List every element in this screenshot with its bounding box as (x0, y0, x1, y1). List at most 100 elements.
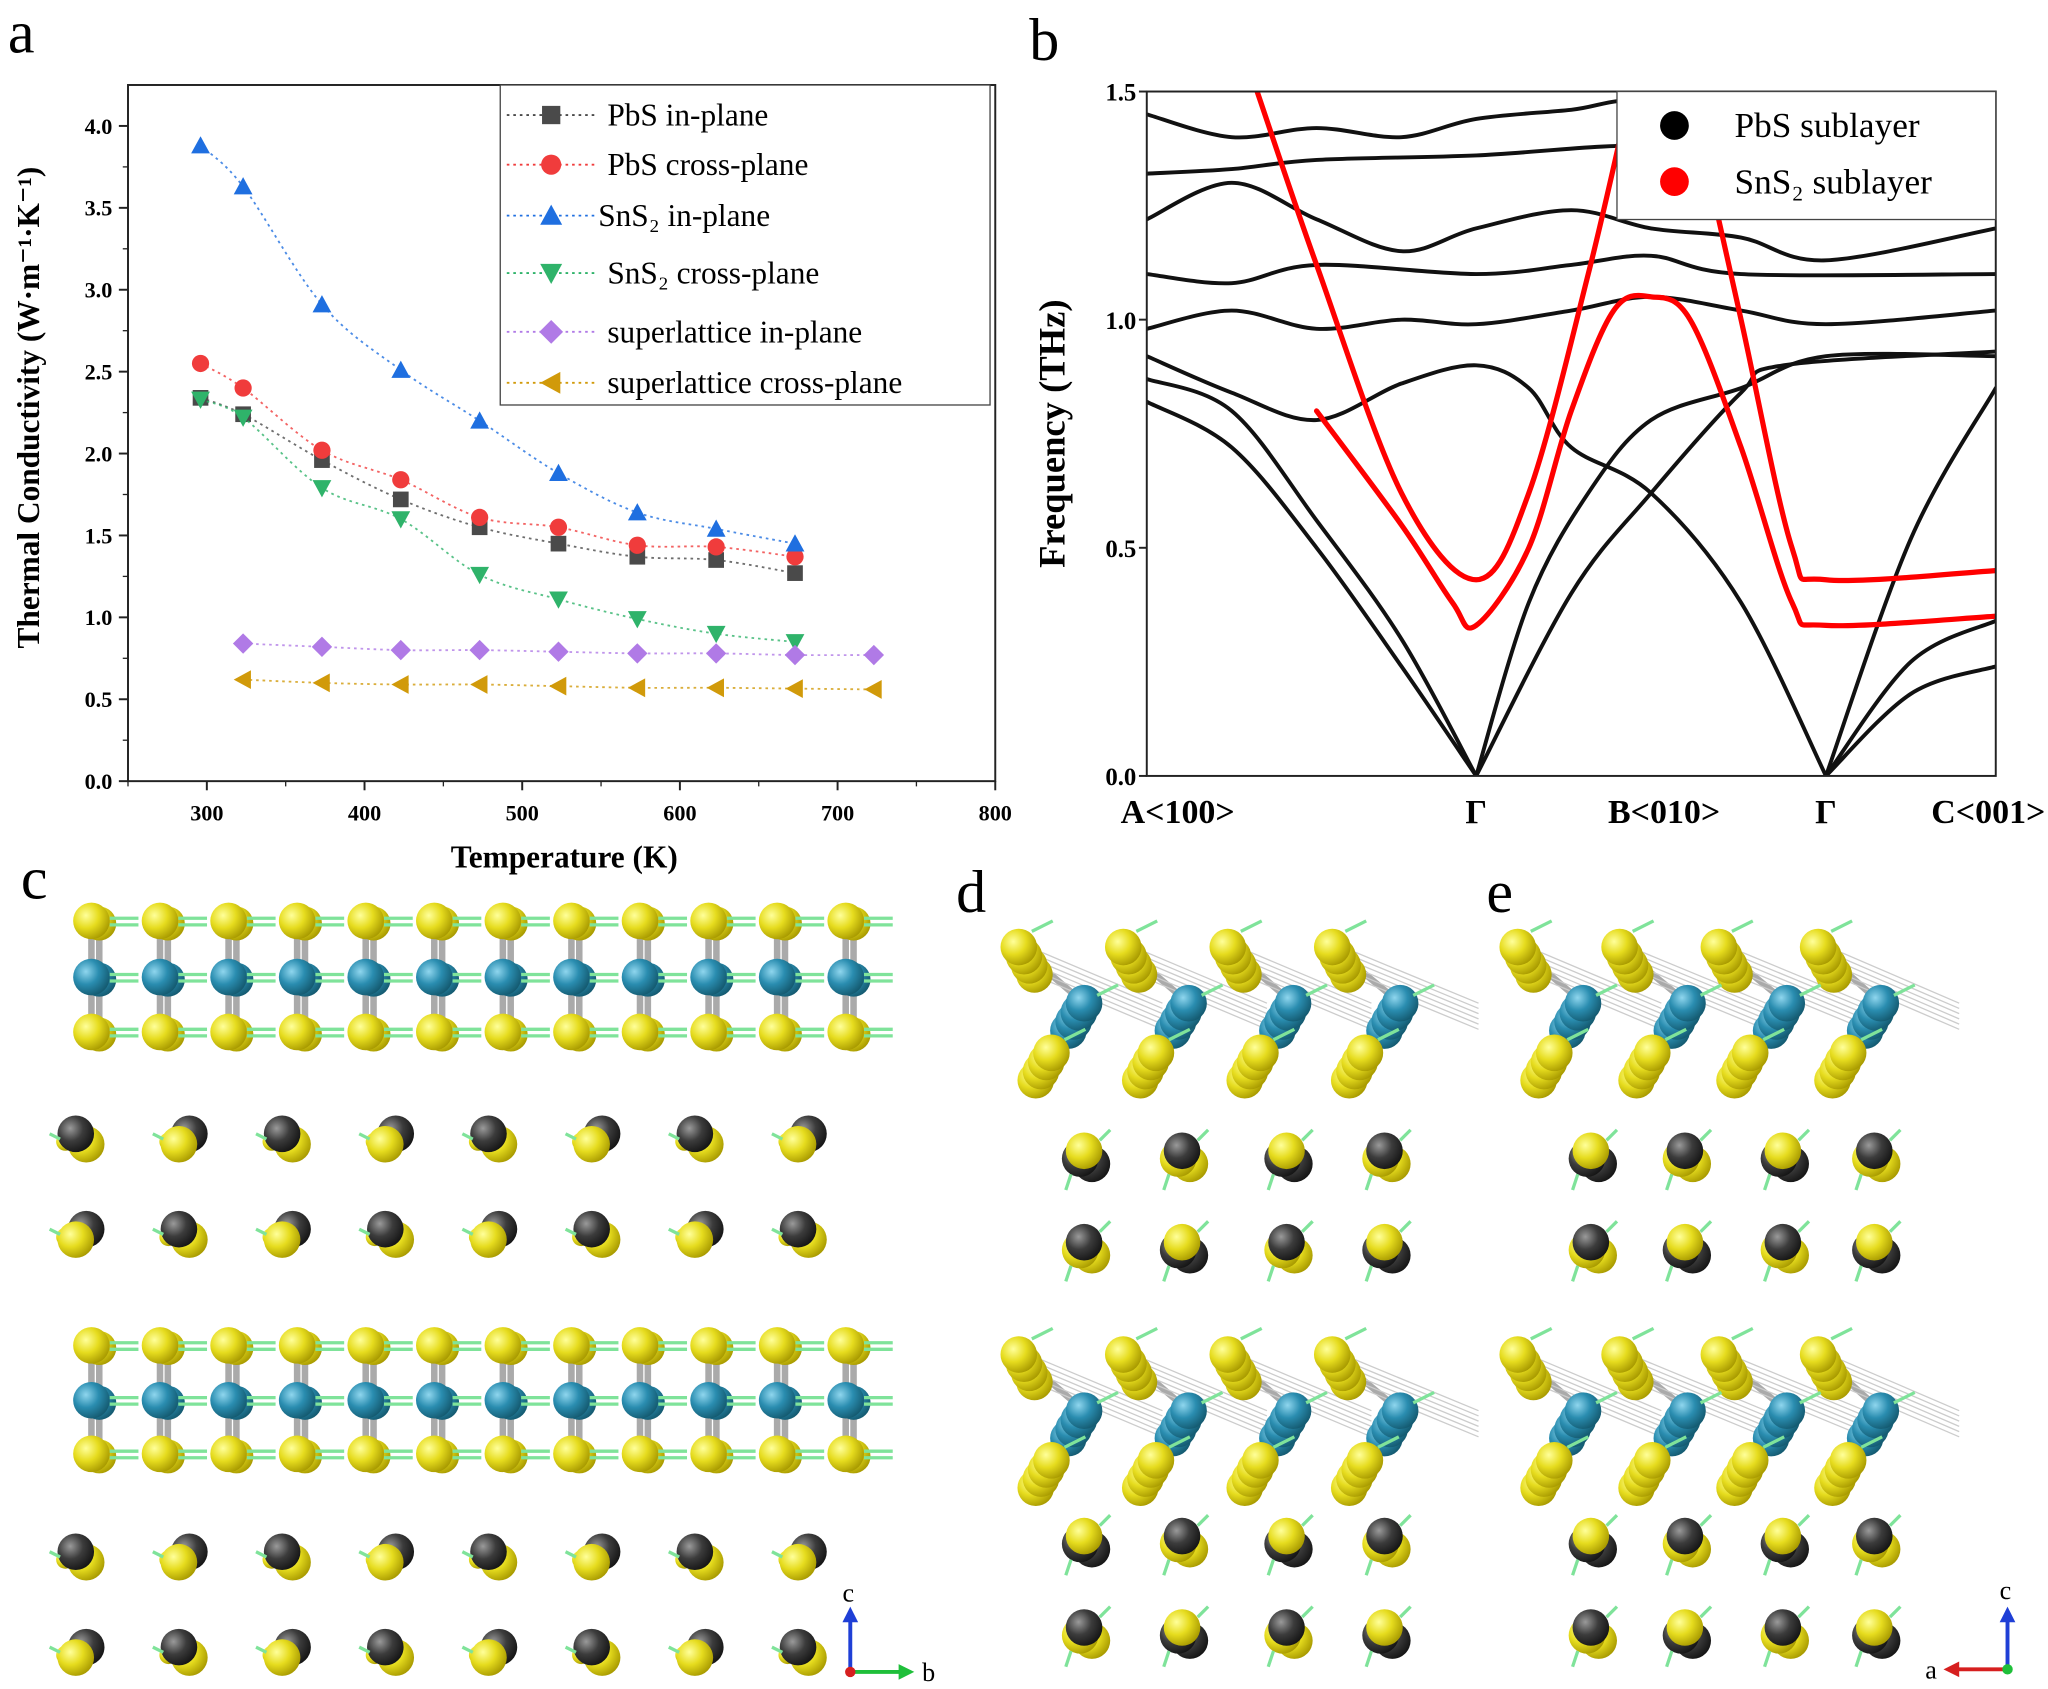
displacement-arrow (1571, 1265, 1580, 1282)
displacement-arrow (1063, 1027, 1087, 1042)
diamond-marker (627, 643, 648, 664)
sn-atom (621, 1381, 659, 1419)
s-atom (73, 902, 110, 940)
displacement-arrow (1854, 1265, 1863, 1282)
displacement-arrow (1168, 1435, 1191, 1449)
s-atom (73, 1327, 110, 1364)
displacement-arrow (1631, 1326, 1655, 1341)
displacement-arrow (1301, 1128, 1314, 1142)
s-atom (621, 902, 659, 940)
displacement-arrow (1064, 1559, 1073, 1576)
s-atom (1633, 1442, 1671, 1479)
bond (1729, 951, 1866, 1010)
s-atom (278, 1327, 316, 1364)
panel-label-d: d (956, 858, 986, 925)
y-tick-label: 1.5 (85, 523, 113, 548)
pb-atom (367, 1628, 404, 1666)
pbs-band (1146, 377, 1479, 776)
sn-atom (210, 1381, 247, 1419)
displacement-arrow (1731, 919, 1754, 933)
s-atom (347, 1435, 384, 1473)
circle-marker (707, 538, 725, 556)
pb-atom (1163, 1517, 1201, 1555)
triangle-down-marker (470, 566, 490, 585)
triangle-down-marker (391, 511, 411, 529)
s-atom (779, 1125, 817, 1163)
legend-label: superlattice in-plane (607, 314, 862, 349)
x-tick-label: 700 (821, 800, 854, 825)
triangle-up-marker (191, 136, 210, 154)
displacement-arrow (1240, 1326, 1263, 1341)
bond (1133, 1353, 1268, 1412)
displacement-arrow (1888, 1605, 1902, 1619)
bond (1342, 946, 1479, 1004)
bond (1028, 1353, 1163, 1412)
displacement-arrow (1272, 1027, 1296, 1042)
panel-label-c: c (21, 845, 48, 912)
displacement-arrow (1605, 1605, 1619, 1619)
displacement-arrow (255, 1227, 268, 1236)
s-atom (1104, 928, 1142, 966)
pbs-band (1823, 664, 1996, 776)
diamond-marker (705, 643, 727, 664)
pbs-band (1146, 399, 1479, 776)
pb-atom (1268, 1609, 1305, 1646)
displacement-arrow (668, 1645, 680, 1654)
diamond-marker (539, 319, 564, 344)
pbs-band (1474, 351, 1996, 776)
k-point-label: B<010> (1608, 794, 1720, 831)
sn-atom (690, 958, 727, 996)
s-atom (676, 1639, 714, 1676)
axis-indicator-e: c a (1925, 1576, 2016, 1684)
square-marker (708, 552, 725, 568)
bond (1028, 946, 1163, 1004)
y-tick-label: 3.5 (85, 196, 113, 221)
bands (1146, 91, 1996, 776)
displacement-arrow (1301, 1514, 1314, 1527)
pbs-band (1146, 354, 1828, 776)
sn-atom (827, 958, 864, 996)
sn-atom (141, 958, 179, 996)
pb-atom (1856, 1517, 1893, 1555)
bond (1028, 951, 1163, 1010)
triangle-left-marker (391, 675, 409, 694)
pb-atom (367, 1210, 404, 1248)
legend-label-pbs: PbS sublayer (1735, 106, 1920, 145)
displacement-arrow (1699, 1605, 1713, 1619)
legend-label: PbS in-plane (607, 97, 768, 132)
triangle-left-marker (312, 673, 330, 693)
s-atom (1666, 1609, 1704, 1646)
displacement-arrow (1098, 1605, 1112, 1619)
s-atom (1856, 1223, 1893, 1261)
legend-label: PbS cross-plane (607, 147, 808, 182)
s-atom (416, 1435, 453, 1473)
sn-atom (553, 1381, 590, 1419)
k-point-label: C<001> (1931, 794, 2045, 831)
circle-marker (471, 508, 489, 527)
pb-atom (57, 1115, 95, 1153)
displacement-arrow (1665, 1559, 1674, 1576)
s-atom (1209, 928, 1247, 966)
displacement-arrow (255, 1550, 268, 1559)
k-point-label: A<100> (1121, 794, 1235, 831)
sn-atom (347, 1381, 384, 1419)
s-atom (1536, 1442, 1573, 1479)
sn-atom (1170, 1392, 1207, 1429)
displacement-arrow (564, 1227, 577, 1236)
displacement-arrow (1699, 983, 1723, 997)
s-atom (690, 1327, 727, 1364)
k-point-label: Γ (1465, 794, 1487, 831)
displacement-arrow (1196, 1220, 1210, 1233)
y-tick-label: 1.0 (85, 605, 113, 630)
circle-marker (392, 471, 410, 489)
displacement-arrow (1266, 1265, 1276, 1282)
diamond-marker (390, 639, 411, 661)
sn-atom (1862, 1392, 1900, 1429)
displacement-arrow (1135, 1326, 1158, 1341)
sn-atom (347, 958, 384, 996)
s-atom (1700, 1336, 1738, 1373)
sn-atom (1564, 984, 1602, 1022)
s-atom (1601, 1336, 1638, 1373)
bond (1629, 946, 1767, 1004)
displacement-arrow (1605, 1514, 1619, 1527)
